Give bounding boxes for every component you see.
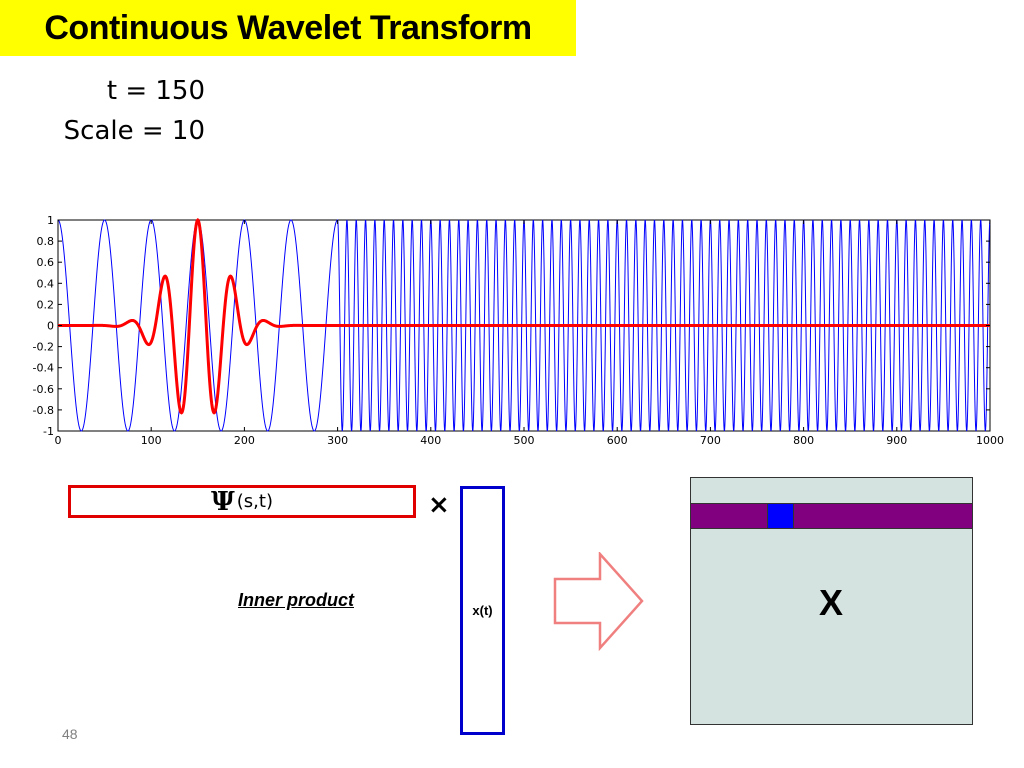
inner-product-label: Inner product [238,590,354,610]
y-tick-label: -0.8 [33,404,54,417]
x-tick-label: 0 [55,434,62,445]
scale-row-band [691,503,972,529]
y-tick-label: -0.6 [33,383,54,396]
signal-wavelet-plot: 10.80.60.40.20-0.2-0.4-0.6-0.8-10 100 200 3… [33,214,1004,445]
x-tick-label: 1000 [976,434,1004,445]
x-tick-label: 800 [793,434,814,445]
y-tick-label: -0.4 [33,362,54,375]
x-tick-label: 100 [141,434,162,445]
psi-symbol: Ψ [211,486,235,517]
y-tick-label: -0.2 [33,341,54,354]
cwt-coefficient-matrix: X [690,477,973,725]
y-tick-label: -1 [43,425,54,438]
y-tick-label: 1 [47,214,54,227]
time-parameter: t = 150 [106,76,205,106]
title-banner: Continuous Wavelet Transform [0,0,576,56]
x-tick-label: 600 [607,434,628,445]
y-tick-label: 0.6 [37,256,55,269]
x-tick-label: 500 [514,434,535,445]
signal-label: x(t) [472,603,493,618]
multiplication-sign: × [428,490,450,520]
x-tick-label: 900 [886,434,907,445]
y-tick-label: 0.8 [37,235,55,248]
right-arrow-icon [553,552,644,652]
wavelet-row-vector: Ψ (s,t) [68,485,416,518]
y-tick-label: 0.4 [37,277,55,290]
signal-column-vector: x(t) [460,486,505,735]
slide-title: Continuous Wavelet Transform [44,8,532,47]
x-tick-label: 700 [700,434,721,445]
wavelet-line [58,218,990,415]
slide-number: 48 [62,726,78,742]
x-tick-label: 400 [420,434,441,445]
scale-parameter: Scale = 10 [63,116,205,146]
x-tick-label: 200 [234,434,255,445]
x-tick-label: 300 [327,434,348,445]
psi-arguments: (s,t) [236,491,273,512]
matrix-label: X [819,582,844,623]
y-tick-label: 0.2 [37,298,55,311]
y-tick-label: 0 [47,320,54,333]
current-coefficient-cell [767,503,794,529]
